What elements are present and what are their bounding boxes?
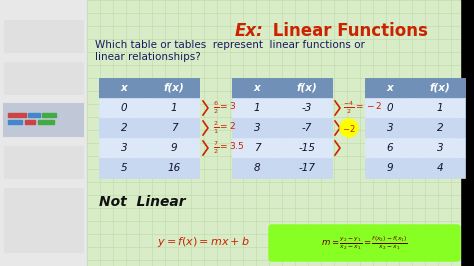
Text: $\frac{2}{1}=2$: $\frac{2}{1}=2$	[213, 120, 236, 136]
Text: 9: 9	[387, 163, 393, 173]
Bar	[99, 98, 149, 118]
Bar	[365, 78, 415, 98]
Bar	[25, 120, 35, 124]
Text: -15: -15	[299, 143, 316, 153]
Text: 7: 7	[254, 143, 260, 153]
Text: 1: 1	[254, 103, 260, 113]
Bar	[99, 118, 149, 138]
Bar	[282, 78, 332, 98]
Text: $-2$: $-2$	[342, 123, 356, 134]
Text: 3: 3	[254, 123, 260, 133]
Bar	[282, 98, 332, 118]
Text: Ex:: Ex:	[235, 22, 264, 40]
Bar	[232, 118, 282, 138]
Bar	[232, 78, 282, 98]
Text: 3: 3	[121, 143, 128, 153]
Text: 0: 0	[121, 103, 128, 113]
Bar	[232, 138, 282, 158]
Text: $\frac{7}{2}=3.5$: $\frac{7}{2}=3.5$	[213, 140, 245, 156]
Text: Not  Linear: Not Linear	[99, 195, 186, 209]
Bar	[99, 158, 149, 178]
Bar	[0, 0, 87, 266]
Text: x: x	[254, 83, 260, 93]
Bar	[149, 98, 199, 118]
Bar	[38, 120, 54, 124]
Bar	[415, 98, 465, 118]
Bar	[4, 62, 83, 94]
Bar	[365, 118, 415, 138]
Bar	[42, 113, 56, 117]
Bar	[232, 158, 282, 178]
Text: $\frac{6}{2}=3$: $\frac{6}{2}=3$	[213, 100, 236, 116]
Bar	[4, 20, 83, 52]
Text: $m=\frac{y_2-y_1}{x_2-x_1}=\frac{f(x_2)-f(x_1)}{x_2-x_1}$: $m=\frac{y_2-y_1}{x_2-x_1}=\frac{f(x_2)-…	[321, 234, 408, 252]
Text: 0: 0	[387, 103, 393, 113]
Text: $y = f(x) = mx + b$: $y = f(x) = mx + b$	[157, 235, 250, 249]
Text: 5: 5	[121, 163, 128, 173]
Bar	[365, 138, 415, 158]
Bar	[99, 78, 149, 98]
Text: 6: 6	[387, 143, 393, 153]
Text: f(x): f(x)	[297, 83, 318, 93]
Bar	[415, 138, 465, 158]
Bar	[4, 146, 83, 178]
Bar	[4, 104, 83, 136]
Text: -17: -17	[299, 163, 316, 173]
Bar	[149, 118, 199, 138]
Text: Linear Functions: Linear Functions	[267, 22, 428, 40]
Bar	[149, 78, 199, 98]
Text: $\frac{-4}{2}=-2$: $\frac{-4}{2}=-2$	[343, 100, 382, 116]
Text: 2: 2	[121, 123, 128, 133]
Bar	[149, 138, 199, 158]
Bar	[8, 120, 22, 124]
Circle shape	[340, 119, 358, 137]
Bar	[415, 78, 465, 98]
Text: 2: 2	[437, 123, 443, 133]
Bar	[365, 98, 415, 118]
Bar	[282, 118, 332, 138]
Text: 16: 16	[167, 163, 181, 173]
Text: x: x	[120, 83, 128, 93]
Bar	[232, 98, 282, 118]
Text: 4: 4	[437, 163, 443, 173]
Text: 1: 1	[437, 103, 443, 113]
Bar	[282, 158, 332, 178]
Text: 3: 3	[387, 123, 393, 133]
Text: Which table or tables  represent  linear functions or
linear relationships?: Which table or tables represent linear f…	[95, 40, 365, 62]
Bar	[415, 118, 465, 138]
Bar	[149, 158, 199, 178]
Bar	[87, 0, 460, 266]
Bar	[282, 138, 332, 158]
Text: 7: 7	[171, 123, 177, 133]
Bar	[4, 188, 83, 220]
Bar	[99, 138, 149, 158]
Text: 8: 8	[254, 163, 260, 173]
Text: -7: -7	[302, 123, 312, 133]
Text: f(x): f(x)	[429, 83, 450, 93]
Bar	[4, 220, 83, 252]
Text: f(x): f(x)	[164, 83, 184, 93]
Bar	[8, 113, 26, 117]
Text: 9: 9	[171, 143, 177, 153]
Bar	[365, 158, 415, 178]
Text: -3: -3	[302, 103, 312, 113]
Text: 1: 1	[171, 103, 177, 113]
Bar	[28, 113, 40, 117]
FancyBboxPatch shape	[270, 226, 459, 260]
Text: 3: 3	[437, 143, 443, 153]
Bar	[415, 158, 465, 178]
Text: x: x	[387, 83, 393, 93]
